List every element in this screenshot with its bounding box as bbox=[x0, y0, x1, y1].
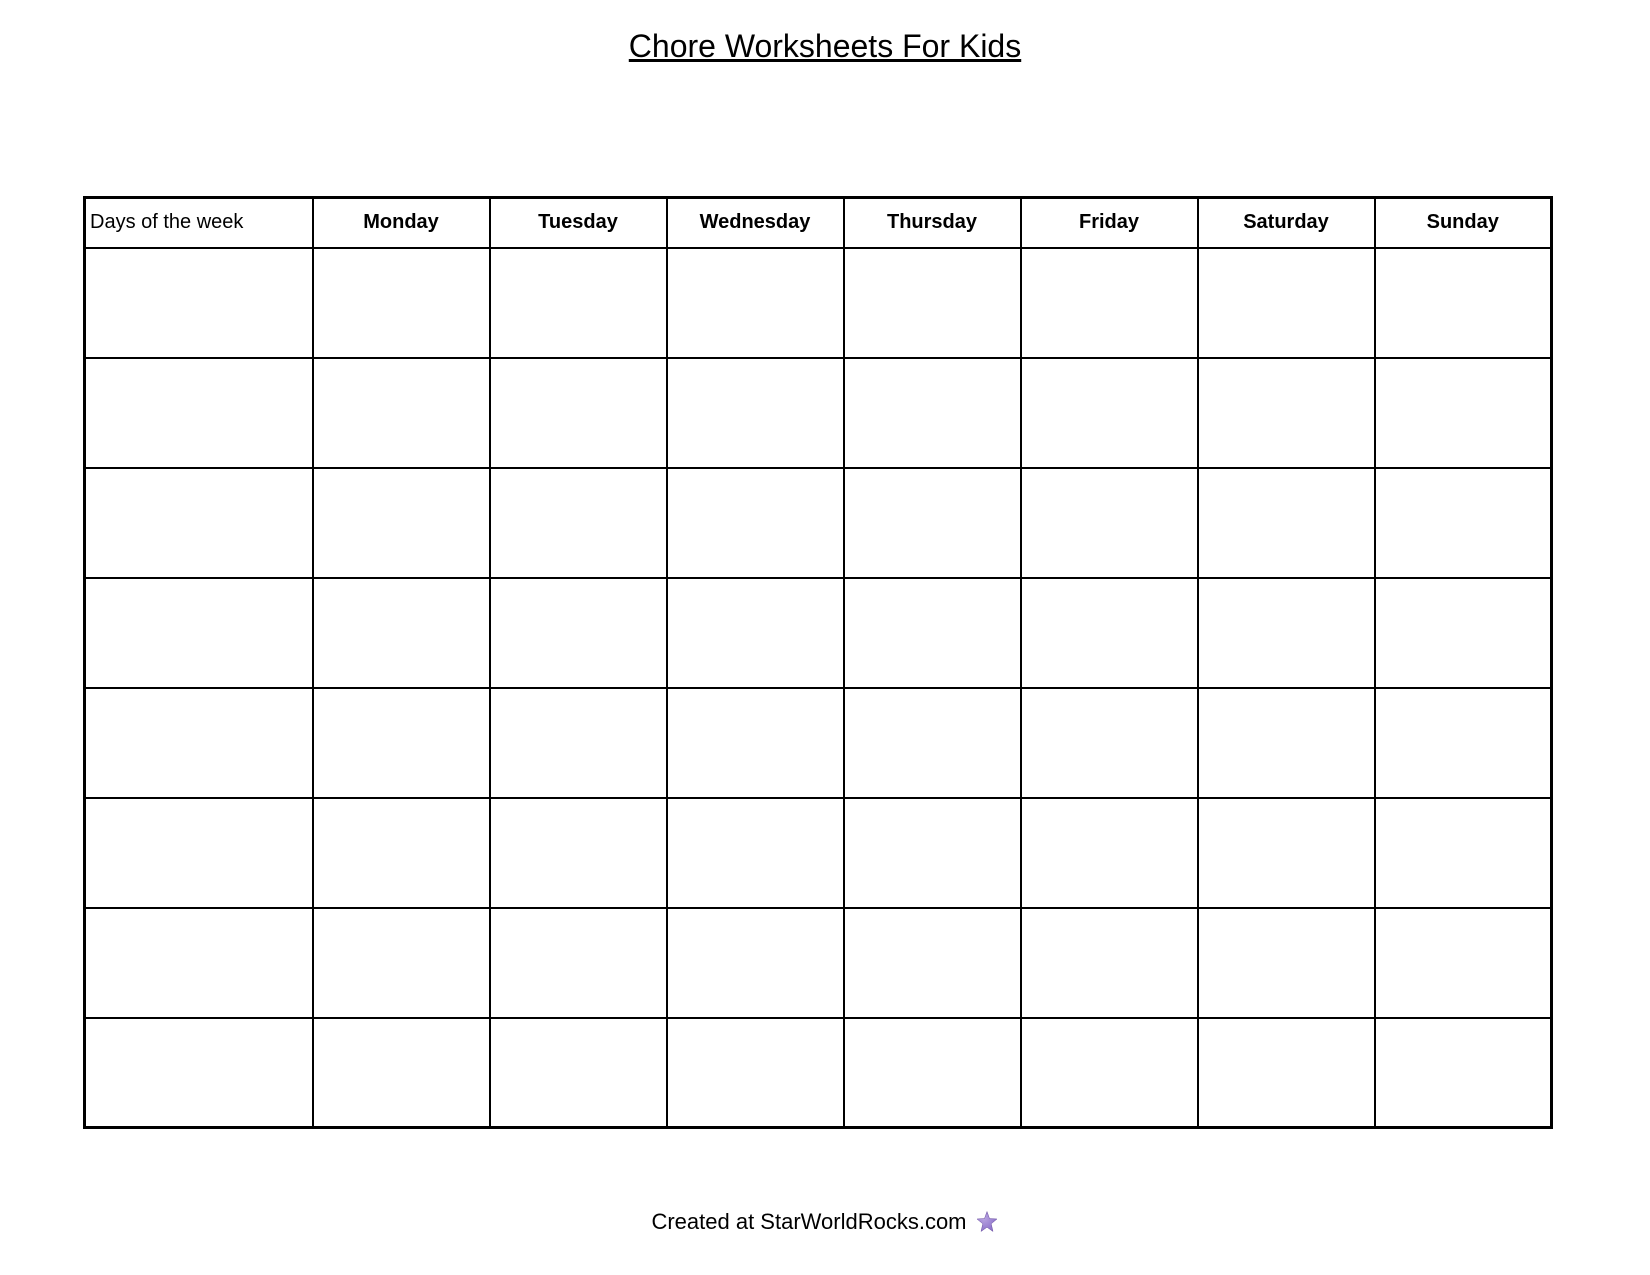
table-cell bbox=[1021, 468, 1198, 578]
col-header-friday: Friday bbox=[1021, 198, 1198, 248]
table-cell bbox=[490, 688, 667, 798]
table-cell bbox=[313, 248, 490, 358]
table-cell bbox=[1198, 248, 1375, 358]
table-cell bbox=[85, 578, 313, 688]
table-cell bbox=[844, 358, 1021, 468]
col-header-sunday: Sunday bbox=[1375, 198, 1552, 248]
footer: Created at StarWorldRocks.com bbox=[0, 1209, 1650, 1235]
table-row bbox=[85, 1018, 1552, 1128]
table-cell bbox=[1198, 688, 1375, 798]
table-cell bbox=[490, 358, 667, 468]
table-cell bbox=[1021, 908, 1198, 1018]
table-cell bbox=[85, 468, 313, 578]
table-cell bbox=[313, 688, 490, 798]
table-cell bbox=[844, 798, 1021, 908]
table-cell bbox=[313, 578, 490, 688]
table-cell bbox=[85, 798, 313, 908]
table-cell bbox=[1021, 688, 1198, 798]
table-cell bbox=[667, 578, 844, 688]
table-cell bbox=[667, 358, 844, 468]
table-cell bbox=[667, 248, 844, 358]
table-cell bbox=[667, 908, 844, 1018]
page-title: Chore Worksheets For Kids bbox=[0, 0, 1650, 65]
table-cell bbox=[1198, 908, 1375, 1018]
row-header-label: Days of the week bbox=[85, 198, 313, 248]
table-cell bbox=[1375, 798, 1552, 908]
table-row bbox=[85, 798, 1552, 908]
table-cell bbox=[1375, 1018, 1552, 1128]
table-cell bbox=[1198, 798, 1375, 908]
table-row bbox=[85, 908, 1552, 1018]
table-cell bbox=[85, 358, 313, 468]
table-cell bbox=[1021, 1018, 1198, 1128]
col-header-wednesday: Wednesday bbox=[667, 198, 844, 248]
table-cell bbox=[490, 248, 667, 358]
table-cell bbox=[313, 798, 490, 908]
table-cell bbox=[1198, 578, 1375, 688]
col-header-saturday: Saturday bbox=[1198, 198, 1375, 248]
col-header-tuesday: Tuesday bbox=[490, 198, 667, 248]
table-cell bbox=[85, 248, 313, 358]
chore-table-container: Days of the week Monday Tuesday Wednesda… bbox=[83, 196, 1553, 1129]
table-cell bbox=[313, 908, 490, 1018]
col-header-thursday: Thursday bbox=[844, 198, 1021, 248]
table-cell bbox=[1021, 798, 1198, 908]
footer-text: Created at StarWorldRocks.com bbox=[651, 1209, 966, 1235]
table-cell bbox=[313, 1018, 490, 1128]
table-cell bbox=[490, 798, 667, 908]
table-cell bbox=[85, 688, 313, 798]
table-cell bbox=[1198, 358, 1375, 468]
table-cell bbox=[85, 908, 313, 1018]
table-cell bbox=[1198, 468, 1375, 578]
table-cell bbox=[490, 1018, 667, 1128]
footer-content: Created at StarWorldRocks.com bbox=[651, 1209, 998, 1235]
table-cell bbox=[1021, 578, 1198, 688]
table-row bbox=[85, 468, 1552, 578]
table-cell bbox=[1375, 468, 1552, 578]
col-header-monday: Monday bbox=[313, 198, 490, 248]
table-cell bbox=[844, 248, 1021, 358]
table-cell bbox=[667, 468, 844, 578]
table-cell bbox=[1375, 358, 1552, 468]
table-cell bbox=[490, 578, 667, 688]
table-header-row: Days of the week Monday Tuesday Wednesda… bbox=[85, 198, 1552, 248]
table-cell bbox=[844, 908, 1021, 1018]
table-cell bbox=[844, 1018, 1021, 1128]
table-cell bbox=[667, 688, 844, 798]
table-cell bbox=[844, 468, 1021, 578]
table-cell bbox=[667, 798, 844, 908]
star-icon bbox=[975, 1210, 999, 1234]
table-row bbox=[85, 358, 1552, 468]
chore-table: Days of the week Monday Tuesday Wednesda… bbox=[83, 196, 1553, 1129]
table-row bbox=[85, 578, 1552, 688]
table-cell bbox=[1375, 688, 1552, 798]
table-cell bbox=[1375, 908, 1552, 1018]
table-cell bbox=[844, 688, 1021, 798]
table-cell bbox=[1375, 578, 1552, 688]
table-cell bbox=[844, 578, 1021, 688]
table-cell bbox=[1021, 248, 1198, 358]
table-cell bbox=[667, 1018, 844, 1128]
table-body bbox=[85, 248, 1552, 1128]
table-cell bbox=[313, 468, 490, 578]
table-cell bbox=[1021, 358, 1198, 468]
table-cell bbox=[490, 468, 667, 578]
table-cell bbox=[85, 1018, 313, 1128]
table-cell bbox=[490, 908, 667, 1018]
table-cell bbox=[313, 358, 490, 468]
table-row bbox=[85, 248, 1552, 358]
table-cell bbox=[1198, 1018, 1375, 1128]
table-cell bbox=[1375, 248, 1552, 358]
table-row bbox=[85, 688, 1552, 798]
